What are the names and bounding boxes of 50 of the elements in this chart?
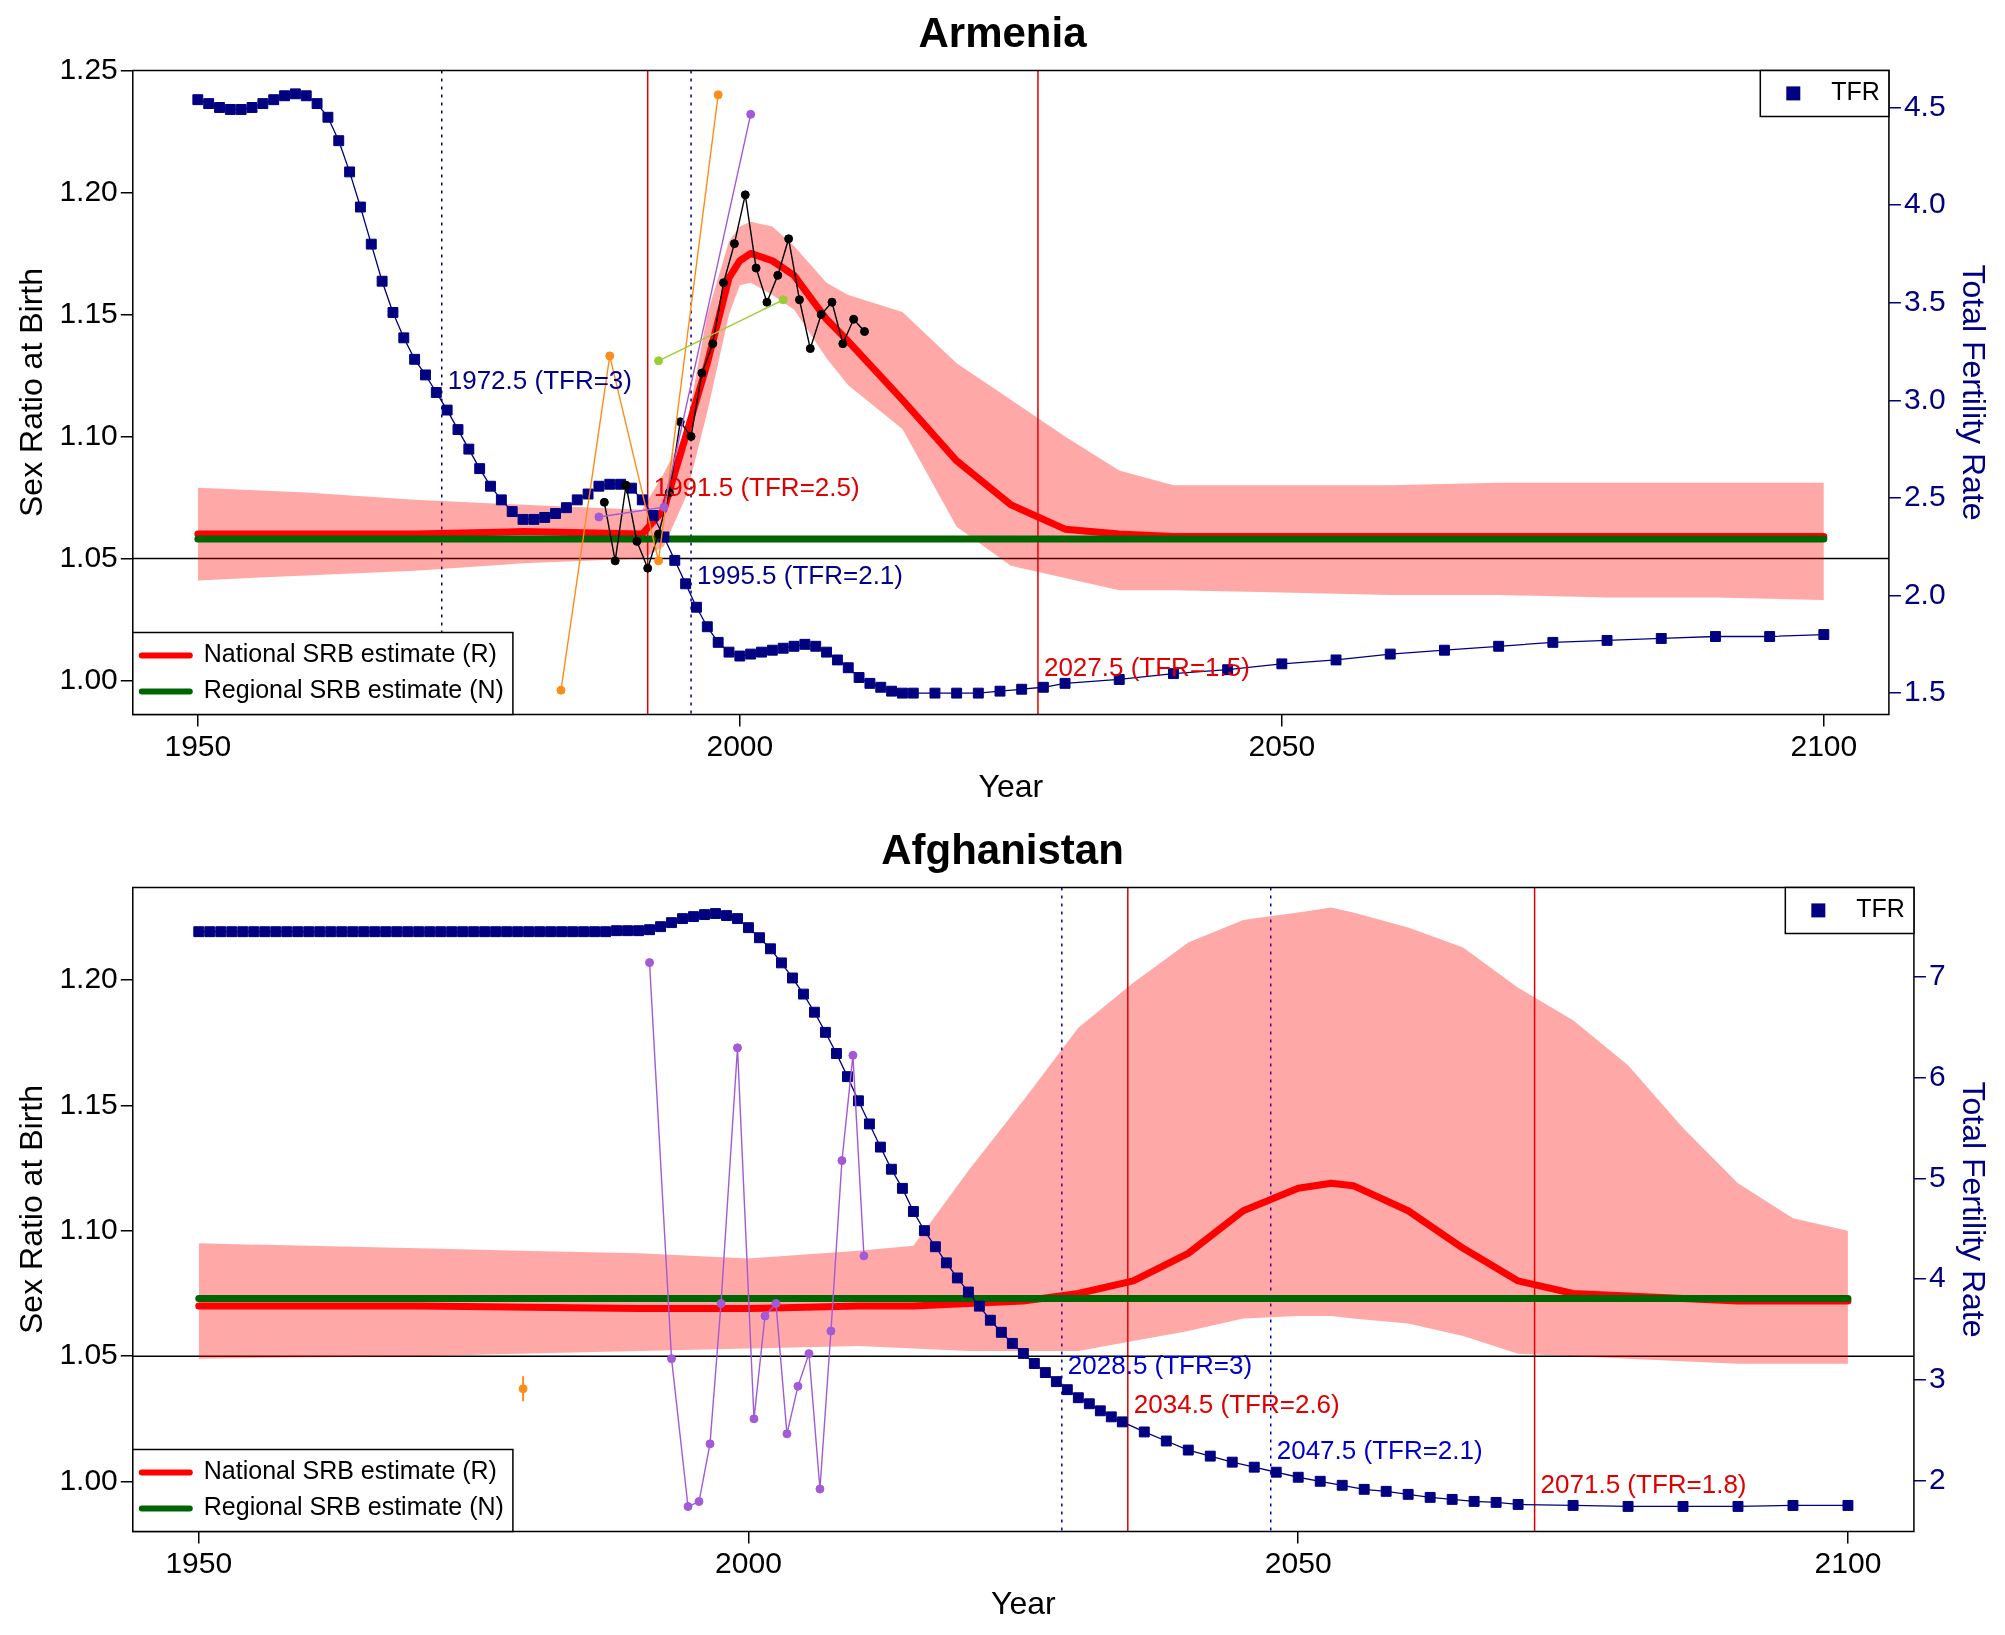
y-tick-label: 1.10	[59, 1212, 118, 1246]
x-tick-label: 2100	[1790, 728, 1858, 762]
y-tick-label: 1.15	[59, 1086, 118, 1120]
y2-tick-label: 4.0	[1903, 186, 1946, 220]
y-tick-label: 1.05	[59, 1337, 118, 1371]
x-tick-label: 1950	[165, 1545, 233, 1579]
chart-title: Armenia	[918, 8, 1088, 56]
y2-tick-label: 3.0	[1903, 381, 1946, 415]
x-axis-title: Year	[991, 1584, 1057, 1621]
y2-tick-label: 5	[1928, 1159, 1946, 1193]
legend-label: Regional SRB estimate (N)	[203, 675, 504, 704]
ref-line-label: 2047.5 (TFR=2.1)	[1276, 1435, 1483, 1466]
y-tick-label: 1.20	[59, 961, 118, 995]
y-tick-label: 1.25	[59, 51, 118, 85]
ref-line-label: 2071.5 (TFR=1.8)	[1540, 1468, 1747, 1499]
legend-label: National SRB estimate (R)	[203, 1456, 497, 1485]
x-tick-label: 2000	[706, 728, 774, 762]
y2-tick-label: 6	[1928, 1058, 1946, 1092]
chart-title: Afghanistan	[881, 825, 1124, 873]
legend-label: Regional SRB estimate (N)	[203, 1492, 504, 1521]
y2-axis-title: Total Fertility Rate	[1955, 1081, 1992, 1338]
ref-line-label: 1995.5 (TFR=2.1)	[697, 559, 903, 590]
x-tick-label: 2000	[715, 1545, 782, 1579]
y2-tick-label: 2.5	[1903, 479, 1946, 513]
y-tick-label: 1.00	[59, 1462, 118, 1496]
y-tick-label: 1.00	[59, 661, 118, 695]
y2-tick-label: 4.5	[1903, 88, 1946, 122]
y2-tick-label: 4	[1928, 1260, 1946, 1294]
y-tick-label: 1.10	[59, 417, 118, 451]
y2-tick-label: 2.0	[1903, 576, 1946, 610]
y2-tick-label: 3.5	[1903, 283, 1946, 317]
x-tick-label: 2100	[1814, 1545, 1882, 1579]
y-axis-title: Sex Ratio at Birth	[13, 268, 50, 517]
y2-axis-title: Total Fertility Rate	[1955, 264, 1992, 521]
x-tick-label: 2050	[1248, 728, 1316, 762]
x-axis-title: Year	[978, 767, 1044, 804]
legend-label: TFR	[1831, 77, 1880, 106]
y2-tick-label: 3	[1928, 1360, 1946, 1394]
y2-tick-label: 2	[1928, 1461, 1946, 1495]
y2-tick-label: 7	[1928, 958, 1946, 992]
legend-label: National SRB estimate (R)	[203, 639, 497, 668]
y-axis-title: Sex Ratio at Birth	[13, 1085, 50, 1334]
x-tick-label: 1950	[164, 728, 232, 762]
y2-tick-label: 1.5	[1903, 674, 1946, 708]
ref-line-label: 2034.5 (TFR=2.6)	[1133, 1388, 1340, 1419]
y-tick-label: 1.15	[59, 295, 118, 329]
y-tick-label: 1.20	[59, 173, 118, 207]
legend-label: TFR	[1856, 894, 1905, 923]
x-tick-label: 2050	[1264, 1545, 1332, 1579]
y-tick-label: 1.05	[59, 539, 118, 573]
